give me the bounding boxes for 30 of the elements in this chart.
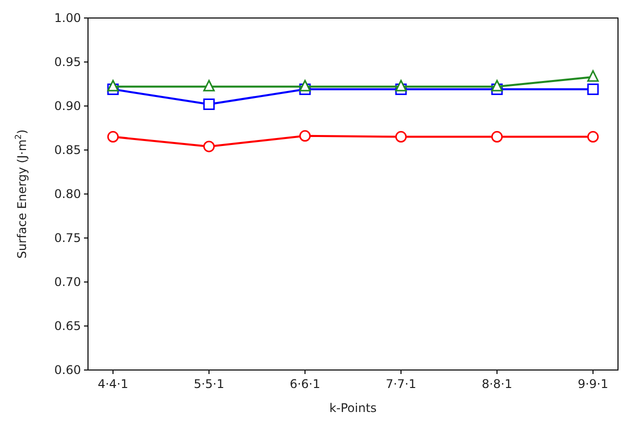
point [587,131,599,143]
y-tick-label: 0.95 [54,55,81,70]
point [395,131,407,143]
x-tick-label: 6·6·1 [290,377,320,391]
y-tick-label: 0.85 [54,143,81,158]
y-tick-label: 0.90 [54,99,81,114]
point [203,80,215,92]
y-tick-label: 1.00 [54,11,81,26]
x-tick-label: 4·4·1 [98,377,128,391]
point [299,130,311,142]
point [491,80,503,92]
point [107,80,119,92]
x-tick-label: 9·9·1 [578,377,608,391]
x-tick-label: 8·8·1 [482,377,512,391]
x-tick-label: 7·7·1 [386,377,416,391]
point [491,131,503,143]
y-tick-label: 0.75 [54,231,81,246]
point [395,80,407,92]
x-axis-title: k-Points [329,401,377,415]
point [587,84,599,96]
point [587,70,599,82]
y-tick-label: 0.70 [54,275,81,290]
point [203,140,215,152]
point [107,131,119,143]
y-tick-label: 0.60 [54,363,81,378]
point [203,98,215,110]
y-tick-label: 0.65 [54,319,81,334]
point [299,80,311,92]
x-tick-label: 5·5·1 [194,377,224,391]
y-tick-label: 0.80 [54,187,81,202]
